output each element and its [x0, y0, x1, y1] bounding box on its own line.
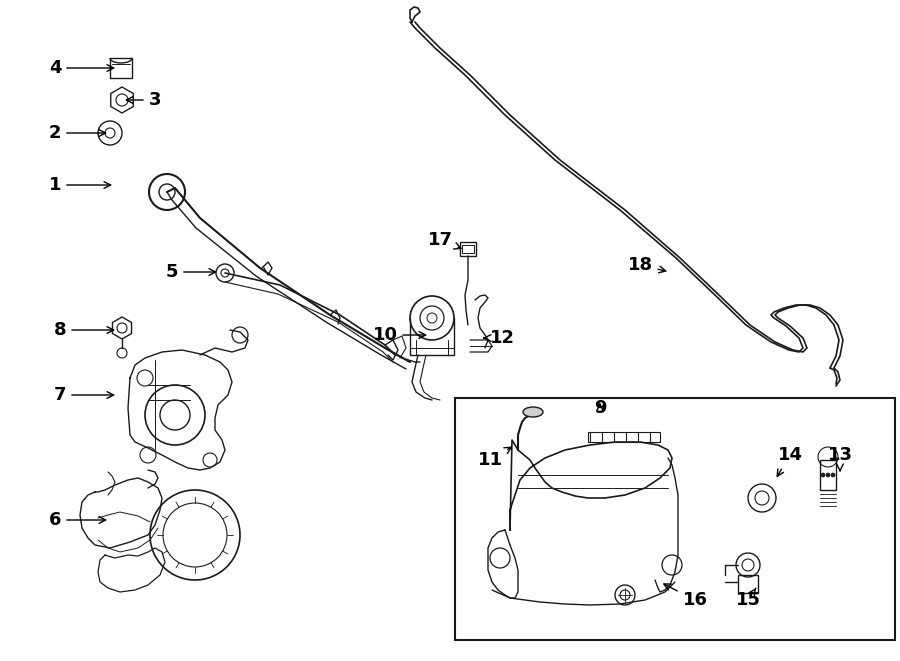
- Circle shape: [831, 473, 835, 477]
- Bar: [460, 242, 476, 256]
- Text: 15: 15: [735, 588, 760, 609]
- Text: 5: 5: [166, 263, 216, 281]
- Text: 11: 11: [478, 447, 511, 469]
- Bar: [820, 460, 836, 490]
- Text: 1: 1: [49, 176, 111, 194]
- Text: 3: 3: [126, 91, 161, 109]
- Bar: [738, 575, 758, 593]
- Ellipse shape: [523, 407, 543, 417]
- Bar: [462, 245, 474, 253]
- Text: 16: 16: [664, 584, 707, 609]
- Text: 2: 2: [49, 124, 105, 142]
- Bar: [110, 58, 132, 78]
- Bar: [455, 398, 895, 640]
- Text: 8: 8: [54, 321, 113, 339]
- Text: 9: 9: [594, 399, 607, 417]
- Text: 14: 14: [778, 446, 803, 477]
- Text: 7: 7: [54, 386, 113, 404]
- Circle shape: [826, 473, 830, 477]
- Text: 6: 6: [49, 511, 105, 529]
- Text: 17: 17: [428, 231, 461, 249]
- Text: 10: 10: [373, 326, 426, 344]
- Text: 13: 13: [827, 446, 852, 471]
- Circle shape: [821, 473, 825, 477]
- Bar: [588, 432, 660, 442]
- Text: 12: 12: [483, 329, 515, 347]
- Text: 18: 18: [627, 256, 666, 274]
- Text: 4: 4: [49, 59, 113, 77]
